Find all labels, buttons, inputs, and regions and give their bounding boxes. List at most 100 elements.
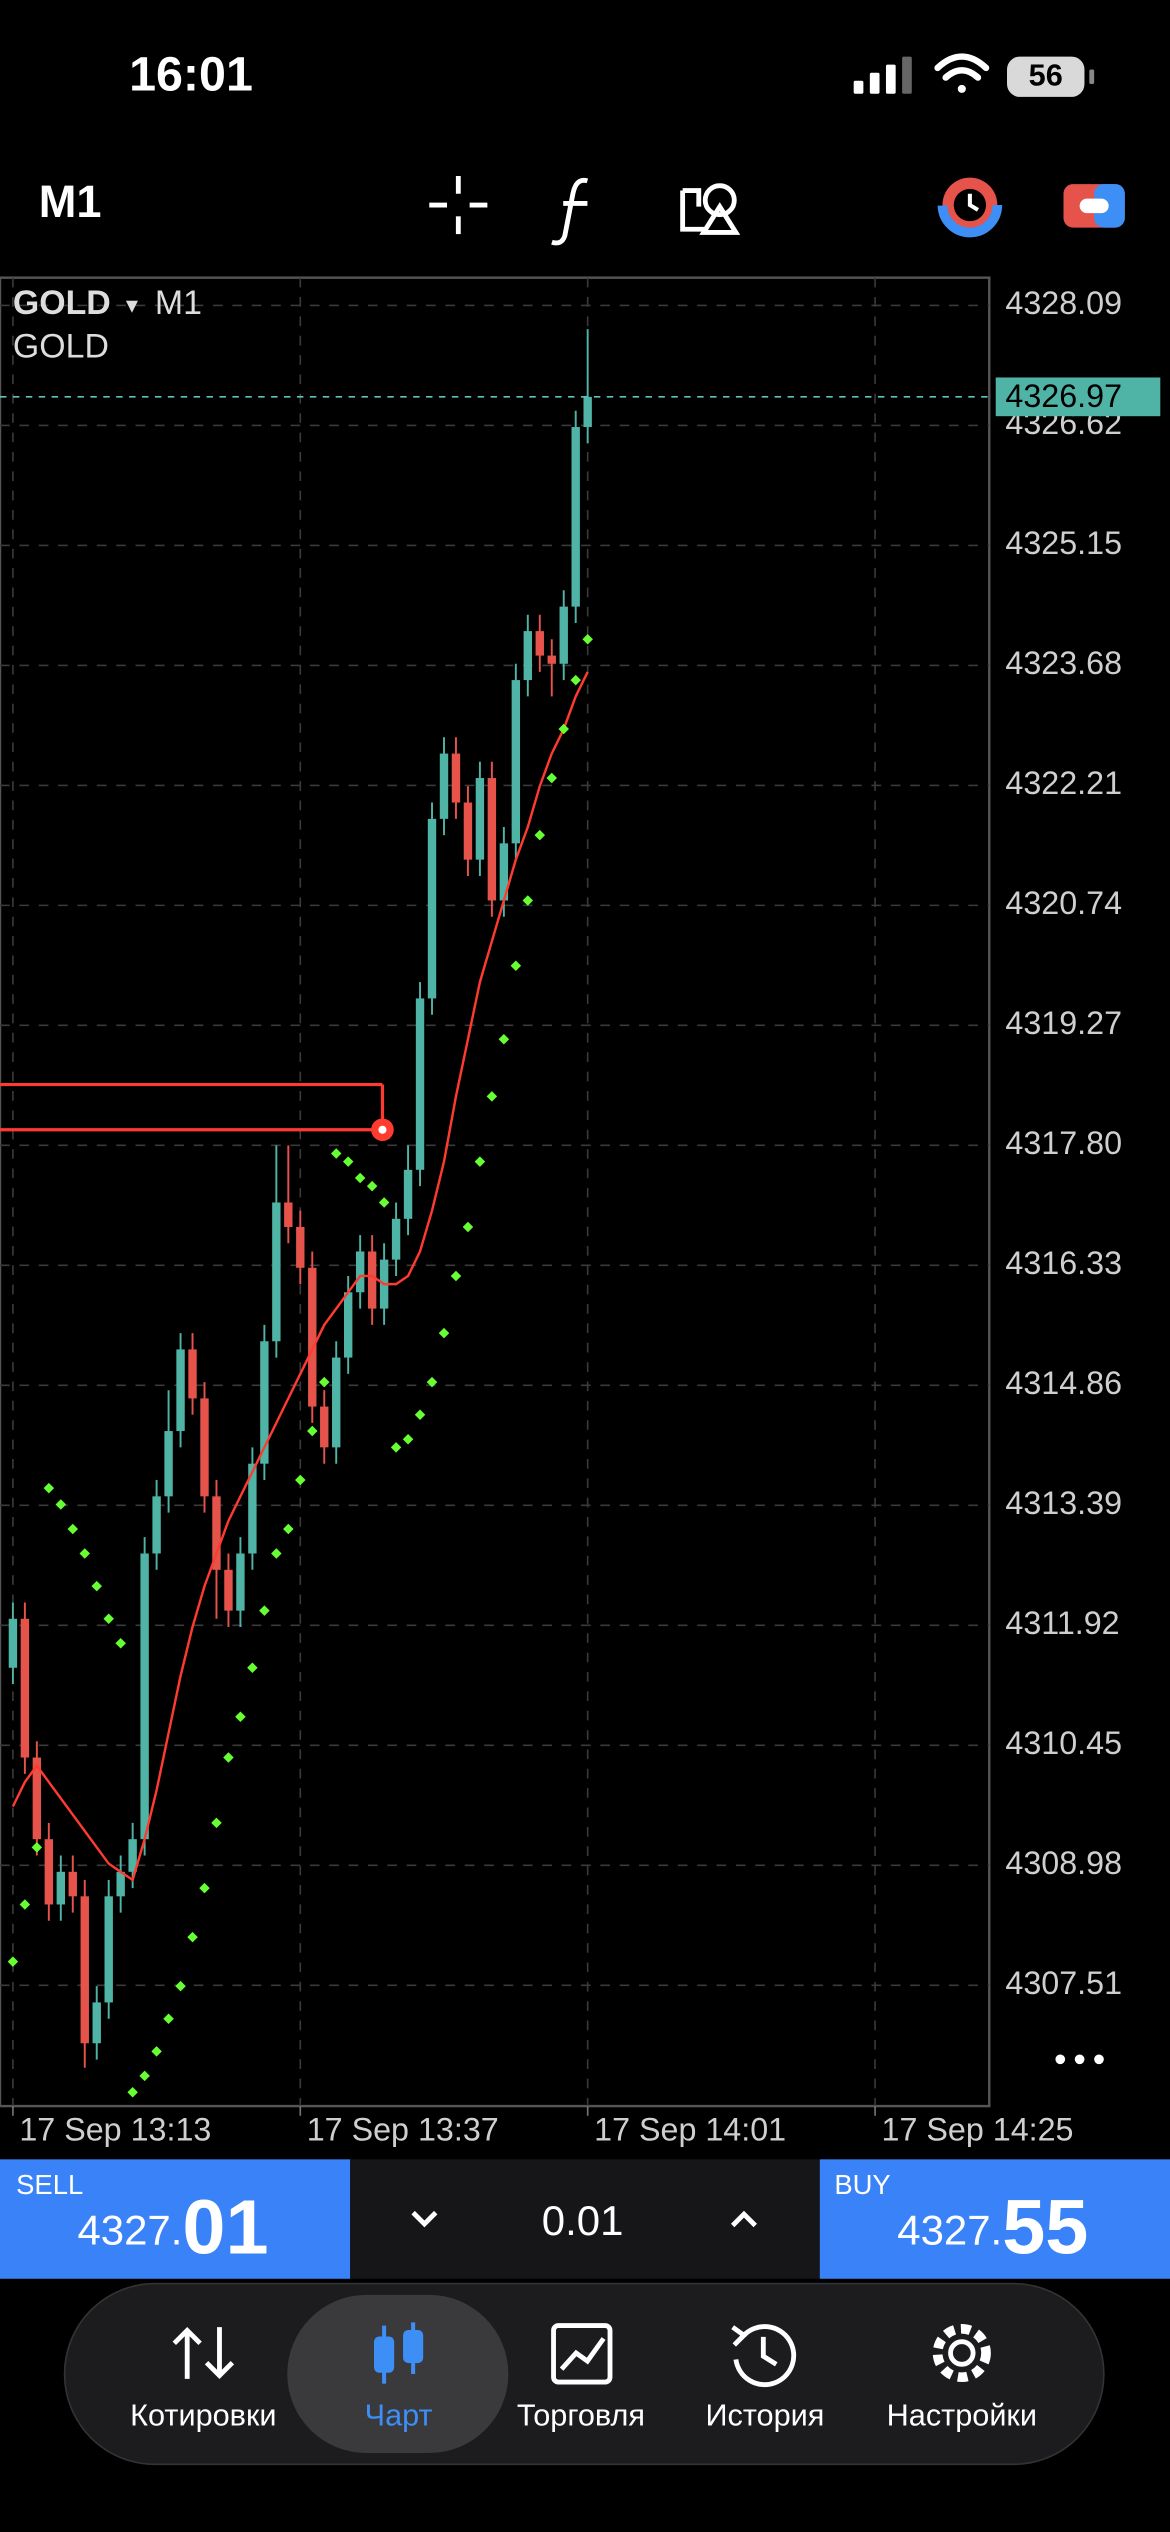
trade-level[interactable] — [0, 1082, 394, 1142]
sell-price-main: 4327. — [77, 2207, 182, 2254]
quotes-icon[interactable] — [172, 2326, 235, 2380]
candle-body — [403, 1169, 413, 1219]
status-time: 16:01 — [129, 47, 253, 101]
tab-labels: Котировки Чарт Торговля История Настройки — [130, 2399, 1037, 2433]
timeframe-button[interactable]: M1 — [39, 176, 102, 227]
chart-tab-icon[interactable] — [373, 2322, 424, 2384]
chart-frame — [0, 276, 991, 2108]
battery-tip — [1089, 69, 1095, 85]
y-tick-label: 4310.45 — [1005, 1725, 1122, 1761]
candle-body — [332, 1357, 341, 1448]
candle-body — [320, 1406, 329, 1448]
candle-body — [236, 1553, 245, 1611]
sell-price: 4327.01 — [77, 2185, 268, 2271]
candle-body — [559, 606, 568, 664]
sar-dot — [175, 1980, 186, 1992]
sar-dot — [486, 1091, 498, 1102]
battery — [1007, 56, 1085, 97]
sar-dot — [259, 1605, 270, 1616]
candle-body — [451, 753, 461, 803]
sell-label: SELL — [16, 2169, 83, 2200]
sar-dot — [342, 1156, 354, 1167]
y-tick-label: 4320.74 — [1005, 885, 1122, 921]
sar-dot — [438, 1327, 450, 1339]
battery-level: 56 — [1029, 59, 1063, 93]
sar-dot — [534, 829, 546, 841]
indicators-icon[interactable] — [551, 177, 589, 246]
history-mode-icon[interactable] — [937, 172, 1003, 238]
crosshair-icon[interactable] — [429, 175, 488, 235]
y-tick-label: 4308.98 — [1005, 1845, 1122, 1881]
candle-body — [44, 1839, 54, 1905]
candle-body — [391, 1218, 401, 1260]
tab-label[interactable]: Настройки — [887, 2399, 1037, 2433]
sar-dot — [330, 1148, 342, 1159]
candle-body — [355, 1251, 365, 1293]
x-tick-label: 17 Sep 14:25 — [882, 2111, 1074, 2147]
tab-label[interactable]: Чарт — [365, 2399, 433, 2433]
current-price-label: 4326.97 — [1005, 378, 1122, 414]
candle-body — [343, 1292, 353, 1358]
candle-body — [583, 396, 592, 428]
objects-icon[interactable] — [680, 183, 741, 235]
candle-body — [439, 753, 449, 819]
candle-body — [92, 2002, 101, 2044]
history-icon[interactable] — [731, 2324, 797, 2388]
candle-body — [116, 1871, 125, 1897]
candle-body — [188, 1349, 197, 1399]
sell-button[interactable] — [0, 2159, 351, 2279]
buy-label: BUY — [834, 2169, 890, 2200]
candle-body — [32, 1757, 42, 1840]
candle-body — [128, 1839, 137, 1872]
timeframe-arrow: ▾ — [126, 292, 139, 319]
lot-value[interactable]: 0.01 — [542, 2197, 624, 2244]
sar-dot — [426, 1376, 438, 1388]
y-tick-label: 4325.15 — [1005, 525, 1122, 561]
lot-decrease[interactable] — [411, 2210, 438, 2228]
sar-dot — [318, 1376, 330, 1388]
tab-label[interactable]: Торговля — [517, 2399, 645, 2433]
y-tick-label: 4316.33 — [1005, 1245, 1122, 1281]
candle-body — [296, 1226, 305, 1268]
candle-body — [511, 680, 521, 844]
account-icon[interactable] — [1063, 184, 1125, 228]
lot-increase[interactable] — [730, 2210, 757, 2228]
tab-label[interactable]: Котировки — [130, 2399, 276, 2433]
candle-body — [499, 843, 509, 901]
y-tick-label: 4317.80 — [1005, 1125, 1122, 1161]
settings-icon[interactable] — [932, 2323, 991, 2383]
candle-body — [475, 778, 485, 860]
candle-body — [152, 1496, 161, 1554]
buy-price-main: 4327. — [897, 2207, 1002, 2254]
wifi-icon — [934, 53, 990, 93]
y-tick-label: 4328.09 — [1005, 285, 1122, 321]
y-tick-label: 4322.21 — [1005, 765, 1122, 801]
sar-dot — [103, 1613, 114, 1625]
sar-dot — [582, 634, 593, 645]
buy-button[interactable] — [819, 2159, 1170, 2279]
buy-price: 4327.55 — [897, 2185, 1088, 2271]
candle-body — [56, 1871, 66, 1905]
sar-dot — [390, 1442, 402, 1453]
sar-dot — [307, 1425, 318, 1437]
candle-body — [487, 778, 497, 901]
candle-body — [248, 1463, 257, 1554]
candle-body — [260, 1341, 269, 1464]
tab-label[interactable]: История — [705, 2399, 824, 2433]
x-tick-label: 17 Sep 14:01 — [594, 2111, 786, 2147]
chart-timeframe: M1 — [155, 284, 202, 322]
candle-body — [535, 631, 544, 656]
sar-dot — [139, 2070, 150, 2082]
candle-body — [140, 1553, 149, 1840]
buy-price-big: 55 — [1002, 2185, 1088, 2271]
trade-icon[interactable] — [551, 2323, 613, 2385]
candle-body — [367, 1251, 377, 1309]
sell-price-big: 01 — [182, 2185, 268, 2271]
y-tick-label: 4307.51 — [1005, 1965, 1122, 2001]
more-button[interactable] — [1055, 2054, 1104, 2065]
candle-body — [80, 1896, 89, 2044]
x-tick-label: 17 Sep 13:37 — [307, 2111, 499, 2147]
candle-body — [104, 1896, 113, 2003]
candle-body — [308, 1267, 317, 1407]
candle-body — [20, 1618, 30, 1758]
